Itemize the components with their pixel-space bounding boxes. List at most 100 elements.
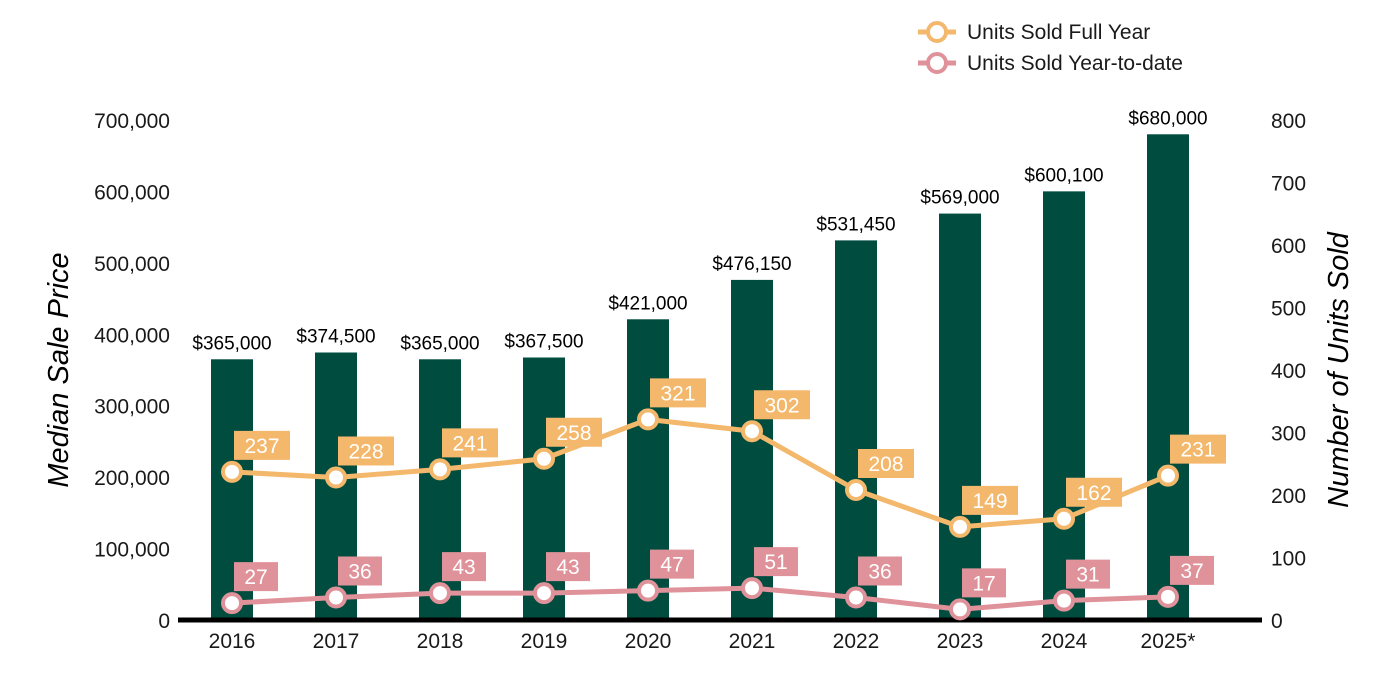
series-point: [1053, 507, 1075, 530]
point-label-box: [858, 449, 914, 478]
y2-tick-label: 500: [1271, 298, 1306, 321]
y2-tick-label: 600: [1271, 235, 1306, 258]
point-value-label: 47: [660, 554, 683, 577]
series-point: [429, 582, 451, 605]
y-tick-label: 100,000: [94, 539, 170, 562]
point-label-box: [338, 436, 394, 466]
y-axis-ticks: 0 100,000 200,000 300,000 400,000 500,000 600,…: [94, 110, 170, 633]
bar-value-label: $531,450: [816, 214, 895, 235]
series-point: [533, 447, 555, 470]
series-point: [845, 586, 867, 609]
legend-label: Units Sold Full Year: [967, 21, 1150, 44]
series-point: [325, 586, 347, 609]
series-point: [741, 577, 763, 600]
point-value-label: 321: [660, 382, 695, 405]
y-tick-label: 600,000: [94, 181, 170, 204]
point-value-label: 43: [452, 556, 475, 579]
y2-tick-label: 200: [1271, 485, 1306, 508]
point-value-label: 36: [348, 561, 371, 584]
bar: [939, 213, 981, 621]
point-value-label: 258: [556, 422, 591, 445]
point-label-box: [858, 556, 902, 586]
y2-tick-label: 700: [1271, 173, 1306, 196]
y-axis-title: Median Sale Price: [43, 252, 75, 487]
point-value-label: 162: [1076, 482, 1111, 505]
x-axis-ticks: 2016 2017 2018 2019 2020 2021 2022 2023 2024 2025…: [209, 630, 1196, 653]
point-value-label: 36: [868, 561, 891, 584]
series-point: [949, 515, 971, 538]
bar-value-label: $476,150: [712, 254, 791, 275]
bars: $365,000 $374,500 $365,000 $367,500 $421,000…: [192, 108, 1208, 621]
point-value-label: 43: [556, 556, 579, 579]
point-label-box: [546, 552, 590, 582]
bar: [1147, 134, 1189, 621]
series-point: [533, 582, 555, 605]
bar-value-label: $374,500: [296, 327, 375, 348]
y-tick-label: 500,000: [94, 253, 170, 276]
legend: Units Sold Full Year Units Sold Year-to-d…: [918, 21, 1183, 75]
point-label-box: [234, 430, 290, 460]
point-label-box: [1066, 559, 1110, 589]
series-point: [325, 466, 347, 489]
y-tick-label: 300,000: [94, 396, 170, 419]
point-label-box: [650, 549, 694, 579]
y2-axis-ticks: 0 100 200 300 400 500 600 700 800: [1271, 110, 1306, 633]
series-point: [1053, 589, 1075, 612]
x-tick-label: 2021: [729, 630, 776, 653]
y2-tick-label: 400: [1271, 360, 1306, 383]
x-tick-label: 2024: [1041, 630, 1088, 653]
bar-value-label: $680,000: [1128, 108, 1207, 129]
y2-tick-label: 300: [1271, 423, 1306, 446]
y-tick-label: 200,000: [94, 467, 170, 490]
series-point: [637, 579, 659, 602]
bar-value-label: $600,100: [1024, 165, 1103, 186]
series-point: [429, 458, 451, 481]
bar-value-label: $365,000: [192, 333, 271, 354]
x-tick-label: 2016: [209, 630, 256, 653]
series-point: [221, 592, 243, 615]
point-label-box: [650, 378, 706, 408]
legend-label: Units Sold Year-to-date: [967, 52, 1183, 75]
x-tick-label: 2019: [521, 630, 568, 653]
point-value-label: 37: [1180, 560, 1203, 583]
series-point: [845, 479, 867, 501]
x-tick-label: 2020: [625, 630, 672, 653]
point-label-box: [1170, 434, 1226, 464]
y-tick-label: 700,000: [94, 110, 170, 133]
x-tick-label: 2023: [937, 630, 984, 653]
bar-value-label: $569,000: [920, 188, 999, 209]
point-label-box: [754, 547, 798, 577]
y2-tick-label: 100: [1271, 548, 1306, 571]
series-line: [231, 585, 1169, 612]
point-label-box: [754, 390, 810, 420]
series-line: [231, 416, 1169, 530]
point-value-label: 237: [244, 435, 279, 458]
series-point: [741, 420, 763, 443]
x-tick-label: 2025*: [1141, 630, 1196, 653]
point-value-label: 241: [452, 432, 487, 455]
point-label-box: [1170, 555, 1214, 585]
point-value-label: 17: [972, 572, 995, 595]
series-point: [1157, 464, 1179, 487]
y-tick-label: 400,000: [94, 324, 170, 347]
series-point: [1157, 585, 1179, 608]
x-tick-label: 2017: [313, 630, 360, 653]
point-value-label: 149: [972, 490, 1007, 513]
legend-swatch-marker: [926, 21, 948, 43]
point-value-label: 208: [868, 453, 903, 476]
point-value-label: 231: [1180, 439, 1215, 462]
point-label-box: [546, 417, 602, 447]
series-point: [637, 408, 659, 431]
point-label-box: [962, 568, 1006, 598]
x-tick-label: 2018: [417, 630, 464, 653]
point-value-label: 302: [764, 394, 799, 417]
point-label-box: [1066, 477, 1122, 507]
line-series: 237 228 241 258 321 302 208 149 162 231 27 36 43 43 47…: [221, 378, 1226, 621]
point-value-label: 228: [348, 441, 383, 464]
point-label-box: [442, 428, 498, 458]
y2-axis-title: Number of Units Sold: [1323, 231, 1355, 507]
x-tick-label: 2022: [833, 630, 880, 653]
point-value-label: 31: [1076, 564, 1099, 587]
series-point: [221, 460, 243, 483]
